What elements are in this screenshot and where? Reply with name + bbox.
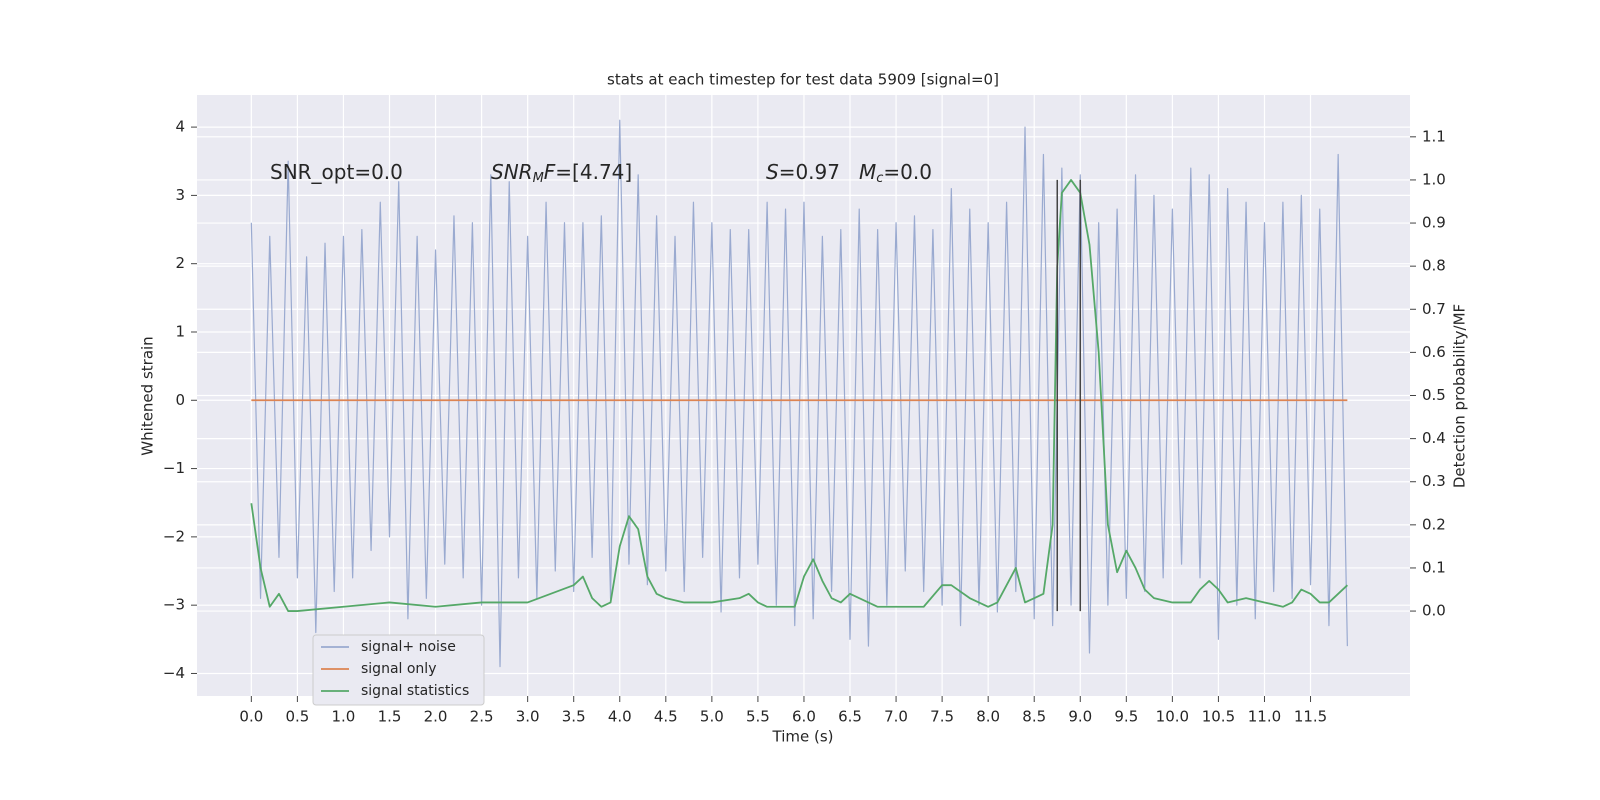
- legend-box: [312, 634, 485, 706]
- x-tick-label: 5.5: [746, 708, 770, 726]
- annotation-part: M: [533, 171, 544, 186]
- x-tick-label: 6.5: [838, 708, 862, 726]
- y2-tick-label: 0.6: [1422, 343, 1446, 361]
- x-tick-label: 0.0: [239, 708, 263, 726]
- y-axis-label: Whitened strain: [139, 336, 157, 455]
- y-tick-label: 2: [175, 254, 185, 272]
- x-tick-label: 11.0: [1248, 708, 1281, 726]
- x-tick-label: 9.0: [1068, 708, 1092, 726]
- y-tick-label: 3: [175, 186, 185, 204]
- annotation-part: =[4.74]: [555, 160, 632, 184]
- x-tick-label: 5.0: [700, 708, 724, 726]
- y2-tick-label: 0.2: [1422, 515, 1446, 533]
- y2-tick-label: 1.0: [1422, 170, 1446, 188]
- x-tick-label: 11.5: [1294, 708, 1327, 726]
- series-line: [250, 179, 1348, 612]
- annotation: SNRMF=[4.74]: [491, 160, 632, 186]
- y-tick-label: −2: [163, 527, 185, 545]
- y-tick-label: −1: [163, 459, 185, 477]
- annotation-part: M: [859, 160, 876, 184]
- y2-tick-label: 0.5: [1422, 386, 1446, 404]
- x-tick-label: 7.0: [884, 708, 908, 726]
- y2-tick-label: 0.7: [1422, 300, 1446, 318]
- y2-tick-label: 0.1: [1422, 558, 1446, 576]
- x-tick-label: 1.0: [332, 708, 356, 726]
- annotation-part: c: [876, 171, 883, 186]
- x-tick-label: 6.0: [792, 708, 816, 726]
- y-tick-label: 4: [175, 118, 185, 136]
- annotation: S=0.97: [766, 160, 840, 184]
- x-tick-label: 2.5: [470, 708, 494, 726]
- y2-axis-label: Detection probability/MF: [1451, 304, 1469, 488]
- legend: signal+ noise signal only signal statistic…: [312, 634, 485, 706]
- legend-label: signal only: [361, 661, 436, 677]
- annotation: SNR_opt=0.0: [270, 160, 403, 184]
- series-line: [250, 119, 1348, 668]
- annotation-part: =0.97: [779, 160, 840, 184]
- annotation-part: =0.0: [883, 160, 932, 184]
- y2-tick-label: 0.3: [1422, 472, 1446, 490]
- x-tick-label: 2.0: [424, 708, 448, 726]
- marks: [250, 119, 1348, 668]
- x-tick-label: 8.5: [1022, 708, 1046, 726]
- x-tick-label: 3.0: [516, 708, 540, 726]
- annotation-part: SNR: [491, 160, 533, 184]
- x-tick-label: 0.5: [285, 708, 309, 726]
- y-tick-label: 0: [175, 391, 185, 409]
- y2-tick-label: 1.1: [1422, 127, 1446, 145]
- chart-title: stats at each timestep for test data 590…: [607, 71, 999, 89]
- x-tick-label: 7.5: [930, 708, 954, 726]
- x-tick-label: 4.5: [654, 708, 678, 726]
- y2-tick-label: 0.0: [1422, 602, 1446, 620]
- y-tick-label: 1: [175, 322, 185, 340]
- annotation-part: S: [766, 160, 779, 184]
- x-axis-label: Time (s): [772, 728, 834, 746]
- annotation-part: F: [544, 160, 556, 184]
- y2-tick-label: 0.4: [1422, 429, 1446, 447]
- y2-tick-label: 0.8: [1422, 257, 1446, 275]
- x-tick-label: 9.5: [1114, 708, 1138, 726]
- annotation: Mc=0.0: [859, 160, 932, 186]
- x-tick-label: 4.0: [608, 708, 632, 726]
- axes: 0.0 0.5 1.0 1.5 2.0 2.5 3.0 3.5 4.0 4.5 5.0 5.5 6.0 6…: [163, 118, 1446, 726]
- annotation-part: SNR_opt=0.0: [270, 160, 403, 184]
- legend-label: signal statistics: [361, 683, 469, 699]
- x-tick-label: 10.5: [1202, 708, 1235, 726]
- y2-tick-label: 0.9: [1422, 214, 1446, 232]
- x-tick-label: 10.0: [1156, 708, 1189, 726]
- y-tick-label: −3: [163, 596, 185, 614]
- x-tick-label: 3.5: [562, 708, 586, 726]
- x-tick-label: 1.5: [378, 708, 402, 726]
- legend-label: signal+ noise: [361, 639, 456, 655]
- y-tick-label: −4: [163, 664, 185, 682]
- x-tick-label: 8.0: [976, 708, 1000, 726]
